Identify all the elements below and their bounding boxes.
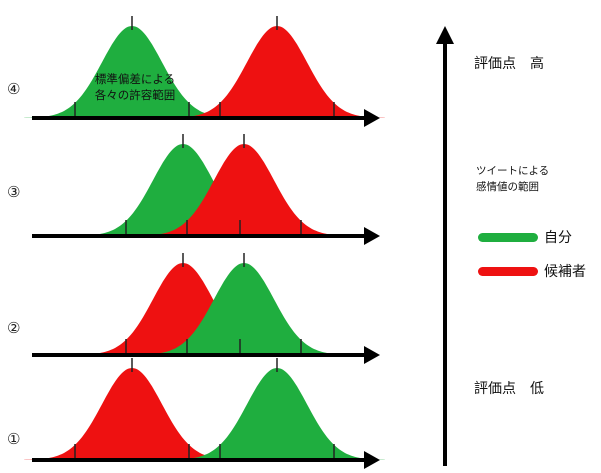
row-1-distributions <box>24 358 385 460</box>
evaluation-axis-arrowhead <box>436 26 454 44</box>
row-1-green-curve <box>169 368 385 460</box>
row-3-red-curve <box>136 144 352 236</box>
legend-item-candidate: 候補者 <box>478 261 586 281</box>
axis-top-label: 評価点 高 <box>474 56 544 72</box>
row-2-label: ② <box>7 319 21 337</box>
row-2-red-curve <box>75 263 291 355</box>
legend-description: ツイートによる 感情値の範囲 <box>476 163 549 195</box>
legend-desc-line-1: ツイートによる <box>476 165 550 177</box>
row-3-green-curve <box>75 144 291 236</box>
row-3-distributions <box>75 134 352 236</box>
row-1-label: ① <box>7 430 21 448</box>
row-4-green-curve <box>24 26 240 118</box>
legend-item-self: 自分 <box>478 227 572 247</box>
legend-swatch-green <box>478 232 538 242</box>
annotation-line-1: 標準偏差による <box>94 72 176 86</box>
std-dev-annotation: 標準偏差による 各々の許容範囲 <box>60 71 210 103</box>
legend-swatch-red <box>478 266 538 276</box>
legend-desc-line-2: 感情値の範囲 <box>476 181 539 193</box>
row-2-distributions <box>75 253 352 355</box>
row-3-axis-arrowhead <box>364 227 380 245</box>
row-4-red-curve <box>169 26 385 118</box>
axis-bottom-label: 評価点 低 <box>474 381 544 397</box>
row-4-distributions <box>24 16 385 118</box>
row-1-axis-arrowhead <box>364 451 380 469</box>
row-1-red-curve <box>24 368 240 460</box>
row-2-axis-arrowhead <box>364 346 380 364</box>
legend-label-candidate: 候補者 <box>544 264 586 280</box>
row-2-green-curve <box>136 263 352 355</box>
annotation-line-2: 各々の許容範囲 <box>94 88 176 102</box>
row-3-label: ③ <box>7 183 21 201</box>
legend-label-self: 自分 <box>544 230 572 246</box>
row-4-axis-arrowhead <box>364 109 380 127</box>
row-4-label: ④ <box>7 80 21 98</box>
